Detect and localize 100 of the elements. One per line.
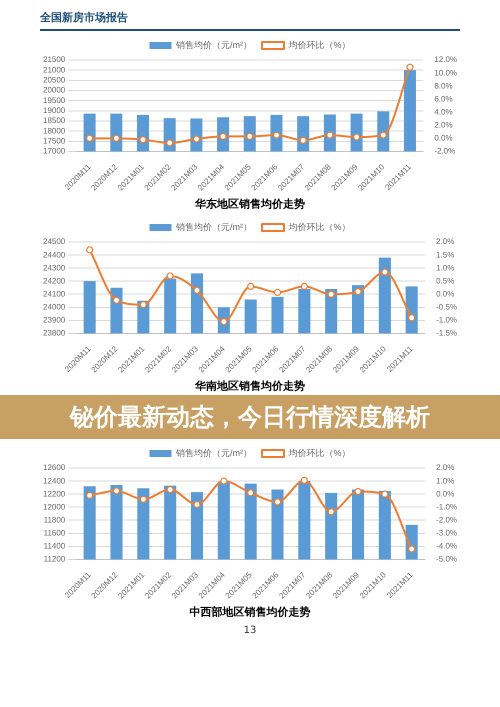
- y-tick-label: 11400: [44, 542, 66, 551]
- y2-tick-label: 2.0%: [436, 463, 454, 472]
- y-tick-label: 24100: [42, 289, 66, 298]
- y2-tick-label: -0.5%: [436, 302, 458, 312]
- y-tick-label: 19500: [42, 96, 66, 105]
- legend-label: 均价环比（%）: [287, 40, 351, 50]
- y2-tick-label: 4.0%: [434, 107, 453, 116]
- point: [380, 132, 387, 139]
- point: [406, 64, 414, 71]
- point: [193, 286, 201, 294]
- y2-tick-label: -3.0%: [436, 528, 458, 538]
- point: [140, 301, 147, 308]
- y2-tick-label: -1.0%: [436, 316, 458, 325]
- point: [352, 133, 360, 141]
- point: [112, 296, 120, 304]
- y-tick-label: 23800: [42, 328, 66, 338]
- y2-tick-label: 0.0%: [434, 134, 453, 143]
- y-tick-label: 24400: [42, 250, 66, 260]
- point: [272, 132, 280, 139]
- y-tick-label: 17000: [42, 146, 66, 156]
- point: [247, 282, 254, 290]
- y2-tick-label: 10.0%: [434, 68, 458, 78]
- point: [300, 476, 308, 484]
- y2-tick-label: 6.0%: [434, 94, 453, 104]
- point: [328, 508, 335, 516]
- point: [112, 134, 120, 142]
- y-tick-label: 19000: [42, 106, 66, 115]
- y-tick-label: 24200: [42, 276, 66, 286]
- y2-tick-label: 2.0%: [436, 237, 454, 246]
- text: 华南地区销售均价走势: [194, 379, 305, 392]
- point: [354, 488, 362, 496]
- legend-label: 均价环比（%）: [287, 448, 351, 458]
- point: [328, 290, 335, 298]
- y-tick-label: 20500: [42, 76, 66, 85]
- y-tick-label: 23900: [42, 316, 66, 325]
- text: 华东地区销售均价走势: [194, 197, 305, 210]
- y-tick-label: 11200: [44, 554, 66, 564]
- y2-tick-label: 1.0%: [436, 263, 454, 272]
- point: [86, 246, 94, 254]
- point: [247, 489, 254, 496]
- y2-tick-label: -2.0%: [436, 515, 458, 524]
- y2-tick-label: -4.0%: [436, 542, 458, 551]
- y-tick-label: 24500: [42, 237, 66, 246]
- point: [274, 288, 282, 296]
- point: [408, 545, 416, 553]
- y-tick-label: 18500: [42, 116, 66, 126]
- point: [381, 490, 388, 498]
- point: [381, 268, 388, 276]
- point: [166, 272, 174, 280]
- legend-label: 销售均价（元/m²）: [175, 40, 252, 50]
- y-tick-label: 20000: [42, 86, 66, 95]
- point: [192, 135, 200, 143]
- y-tick-label: 17500: [42, 136, 66, 146]
- y2-tick-label: 12.0%: [434, 55, 458, 64]
- point: [140, 496, 147, 503]
- y2-tick-label: 8.0%: [434, 81, 453, 90]
- point: [219, 132, 227, 140]
- text: 铋价最新动态，今日行情深度解析: [0, 395, 500, 439]
- text: 中西部地区销售均价走势: [190, 605, 310, 618]
- point: [166, 486, 174, 494]
- point: [220, 477, 228, 485]
- y-tick-label: 12000: [42, 502, 66, 512]
- point: [86, 492, 94, 500]
- point: [246, 132, 254, 140]
- legend-label: 均价环比（%）: [287, 222, 351, 232]
- point: [193, 500, 201, 508]
- point: [86, 134, 94, 142]
- point: [112, 487, 120, 494]
- y2-tick-label: -2.0%: [434, 146, 456, 156]
- y2-tick-label: -5.0%: [436, 554, 458, 564]
- y-tick-label: 24300: [42, 263, 66, 272]
- y2-tick-label: 0.0%: [436, 489, 454, 498]
- point: [166, 139, 174, 147]
- y2-tick-label: -1.5%: [436, 328, 458, 338]
- y-tick-label: 18000: [42, 126, 66, 136]
- point: [300, 282, 308, 290]
- point: [139, 136, 147, 144]
- y2-tick-label: 1.5%: [436, 250, 454, 260]
- y2-tick-label: 1.0%: [436, 476, 454, 486]
- y2-tick-label: -1.0%: [436, 502, 458, 512]
- legend-label: 销售均价（元/m²）: [175, 448, 252, 458]
- y-tick-label: 21500: [42, 55, 66, 64]
- y-tick-label: 24000: [42, 302, 66, 312]
- y-tick-label: 12200: [42, 489, 66, 498]
- y2-tick-label: 2.0%: [434, 120, 453, 130]
- y-tick-label: 11800: [44, 515, 66, 524]
- y2-tick-label: 0.5%: [436, 276, 454, 286]
- y-tick-label: 12400: [42, 476, 66, 486]
- text: 13: [242, 624, 258, 638]
- point: [274, 498, 282, 506]
- y-tick-label: 11600: [44, 528, 66, 538]
- point: [326, 132, 334, 139]
- legend-label: 销售均价（元/m²）: [175, 222, 252, 232]
- point: [300, 136, 307, 144]
- y2-tick-label: 0.0%: [436, 289, 454, 298]
- y-tick-label: 21000: [42, 65, 66, 74]
- text: 全国新房市场报告: [40, 8, 460, 31]
- point: [354, 288, 362, 296]
- point: [408, 314, 416, 322]
- y-tick-label: 12600: [42, 463, 66, 472]
